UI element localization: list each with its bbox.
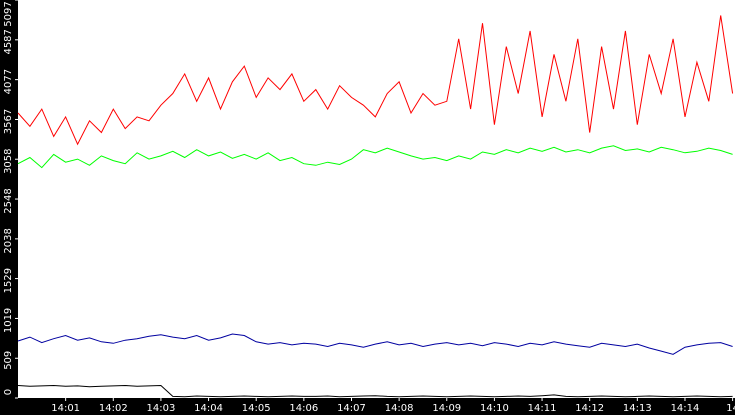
y-tick-label: 4587 bbox=[3, 29, 14, 54]
x-tick-label: 14:04 bbox=[194, 403, 223, 414]
x-tick-label: 14:09 bbox=[432, 403, 461, 414]
x-tick-label: 14:02 bbox=[99, 403, 128, 414]
y-tick-label: 3567 bbox=[3, 109, 14, 134]
y-tick-label: 2038 bbox=[3, 228, 14, 253]
x-tick-label: 14:11 bbox=[528, 403, 557, 414]
series-line bbox=[17, 15, 734, 146]
y-tick-label: 2548 bbox=[3, 188, 14, 213]
series-line bbox=[17, 384, 733, 398]
x-tick-label: 14:13 bbox=[623, 403, 652, 414]
x-tick-label: 14:05 bbox=[242, 403, 271, 414]
series-line bbox=[17, 145, 733, 169]
x-tick-label: 14:07 bbox=[337, 403, 366, 414]
x-tick-label: 14:08 bbox=[385, 403, 414, 414]
y-tick-label: 1529 bbox=[3, 268, 14, 293]
y-tick-label: 4077 bbox=[3, 69, 14, 94]
series-line bbox=[17, 333, 733, 355]
x-tick-label: 14 bbox=[726, 403, 735, 414]
x-tick-label: 14:06 bbox=[289, 403, 318, 414]
x-axis-strip bbox=[0, 398, 735, 415]
x-tick-label: 14:10 bbox=[480, 403, 509, 414]
y-tick-label: 0 bbox=[3, 389, 14, 395]
x-tick-label: 14:03 bbox=[147, 403, 176, 414]
y-axis-strip bbox=[0, 0, 18, 415]
x-tick-label: 14:14 bbox=[671, 403, 700, 414]
y-tick-label: 509 bbox=[3, 351, 14, 370]
y-tick-label: 3058 bbox=[3, 148, 14, 173]
x-tick-label: 14:01 bbox=[51, 403, 80, 414]
x-tick-label: 14:12 bbox=[575, 403, 604, 414]
y-tick-label: 5097 bbox=[3, 1, 14, 26]
y-tick-label: 1019 bbox=[3, 308, 14, 333]
